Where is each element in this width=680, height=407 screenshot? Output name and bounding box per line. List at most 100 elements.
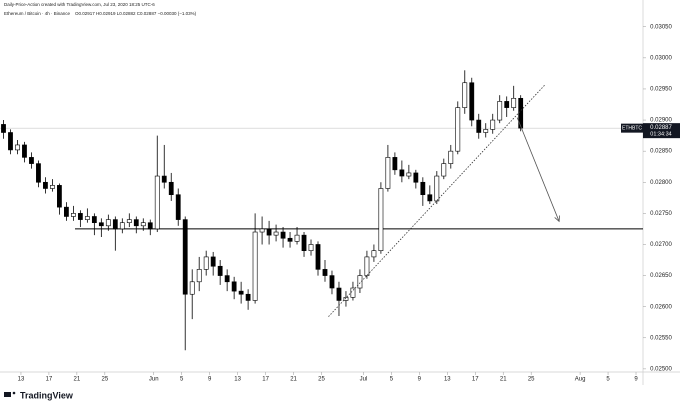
ticker-box [621, 123, 643, 133]
candle-body [469, 82, 475, 121]
candle-body [462, 82, 468, 108]
candle-body [483, 129, 489, 133]
candle-body [133, 219, 139, 227]
x-tick-label: 5 [180, 377, 184, 383]
x-tick-label: 13 [234, 377, 241, 383]
candle-body [43, 181, 48, 189]
y-tick-label: 0.02800 [650, 180, 672, 186]
candle-body [441, 163, 447, 177]
candle-body [490, 119, 496, 130]
x-tick-label: 21 [290, 377, 297, 383]
candle-body [1, 124, 6, 133]
candle-body [168, 181, 174, 196]
candle-body [50, 185, 55, 189]
candle-body [511, 97, 517, 108]
candle-body [266, 228, 272, 236]
x-tick-label: 25 [528, 377, 535, 383]
candle-body [238, 290, 244, 295]
candle-body [476, 119, 482, 133]
y-tick-label: 0.02700 [650, 242, 672, 248]
credit: Daily-Price-Action created with TradingV… [4, 2, 155, 7]
candle-body [64, 206, 69, 217]
x-tick-label: 13 [444, 377, 451, 383]
candle-body [70, 213, 76, 217]
arrow-head [554, 215, 560, 223]
x-tick-label: 25 [318, 377, 325, 383]
y-tick-label: 0.02750 [650, 211, 672, 217]
candle-body [29, 157, 34, 164]
x-tick-label: 9 [634, 377, 638, 383]
candle-body [98, 222, 104, 227]
candle-body [154, 175, 160, 230]
candle-body [357, 275, 363, 289]
price-box [643, 123, 680, 139]
arrow [516, 117, 560, 222]
candle-body [413, 172, 419, 183]
candle-body [385, 157, 391, 189]
x-tick-label: 5 [606, 377, 610, 383]
candle-body [217, 265, 223, 276]
candle-body [57, 185, 62, 208]
candle-body [343, 297, 349, 301]
candle-body [105, 219, 111, 227]
candle-body [196, 269, 202, 283]
countdown: 01:34:34 [650, 132, 671, 138]
x-tick-label: Jun [149, 377, 159, 383]
candle-body [203, 256, 209, 270]
ohlc: O0.02917 H0.02919 L0.02882 C0.02887 −0.0… [75, 11, 197, 16]
candle-body [280, 231, 286, 239]
candle-body [287, 237, 293, 242]
x-tick-label: Aug [575, 377, 586, 383]
candle-body [210, 256, 216, 267]
candle-body [126, 219, 132, 224]
x-tick-label: 17 [262, 377, 269, 383]
candle-body [301, 234, 307, 251]
x-tick-label: 25 [101, 377, 108, 383]
candle-body [231, 281, 237, 292]
brand: TradingView [20, 390, 74, 400]
candle-body [350, 287, 356, 298]
candle-body [84, 216, 90, 220]
ticker: ETHBTC [622, 125, 642, 131]
candle-body [147, 222, 153, 230]
candle-body [308, 244, 314, 251]
candle-body [322, 269, 328, 276]
candle-body [22, 144, 27, 158]
candle-body [8, 132, 13, 151]
candle-body [112, 219, 118, 230]
y-tick-label: 0.02650 [650, 273, 672, 279]
x-tick-label: Jul [360, 377, 368, 383]
candle-body [371, 250, 377, 258]
candle-body [36, 163, 41, 183]
trend-line [328, 84, 546, 317]
candle-body [504, 101, 510, 108]
candle-body [119, 222, 125, 230]
x-tick-label: 17 [472, 377, 479, 383]
x-tick-label: 17 [46, 377, 53, 383]
x-tick-label: 21 [500, 377, 507, 383]
y-tick-label: 0.02900 [650, 118, 672, 124]
candle-body [91, 216, 97, 224]
y-tick-label: 0.02550 [650, 335, 672, 341]
candle-body [273, 231, 279, 236]
candle-body [294, 234, 300, 242]
y-tick-label: 0.02850 [650, 149, 672, 155]
x-tick-label: 5 [390, 377, 394, 383]
candle-body [518, 97, 524, 129]
candle-body [420, 181, 426, 196]
x-tick-label: 13 [18, 377, 25, 383]
y-tick-label: 0.02950 [650, 87, 672, 93]
logo [4, 391, 16, 397]
candle-body [161, 175, 167, 183]
candle-body [434, 175, 440, 202]
y-tick-label: 0.02600 [650, 304, 672, 310]
candle-body [15, 144, 20, 151]
candle-body [497, 101, 503, 121]
candle-body [392, 157, 398, 171]
candle-body [252, 231, 258, 301]
candle-body [315, 244, 321, 270]
candle-body [259, 228, 265, 233]
last-price: 0.02887 [650, 125, 672, 131]
candle-body [329, 275, 335, 289]
candle-body [406, 172, 412, 177]
